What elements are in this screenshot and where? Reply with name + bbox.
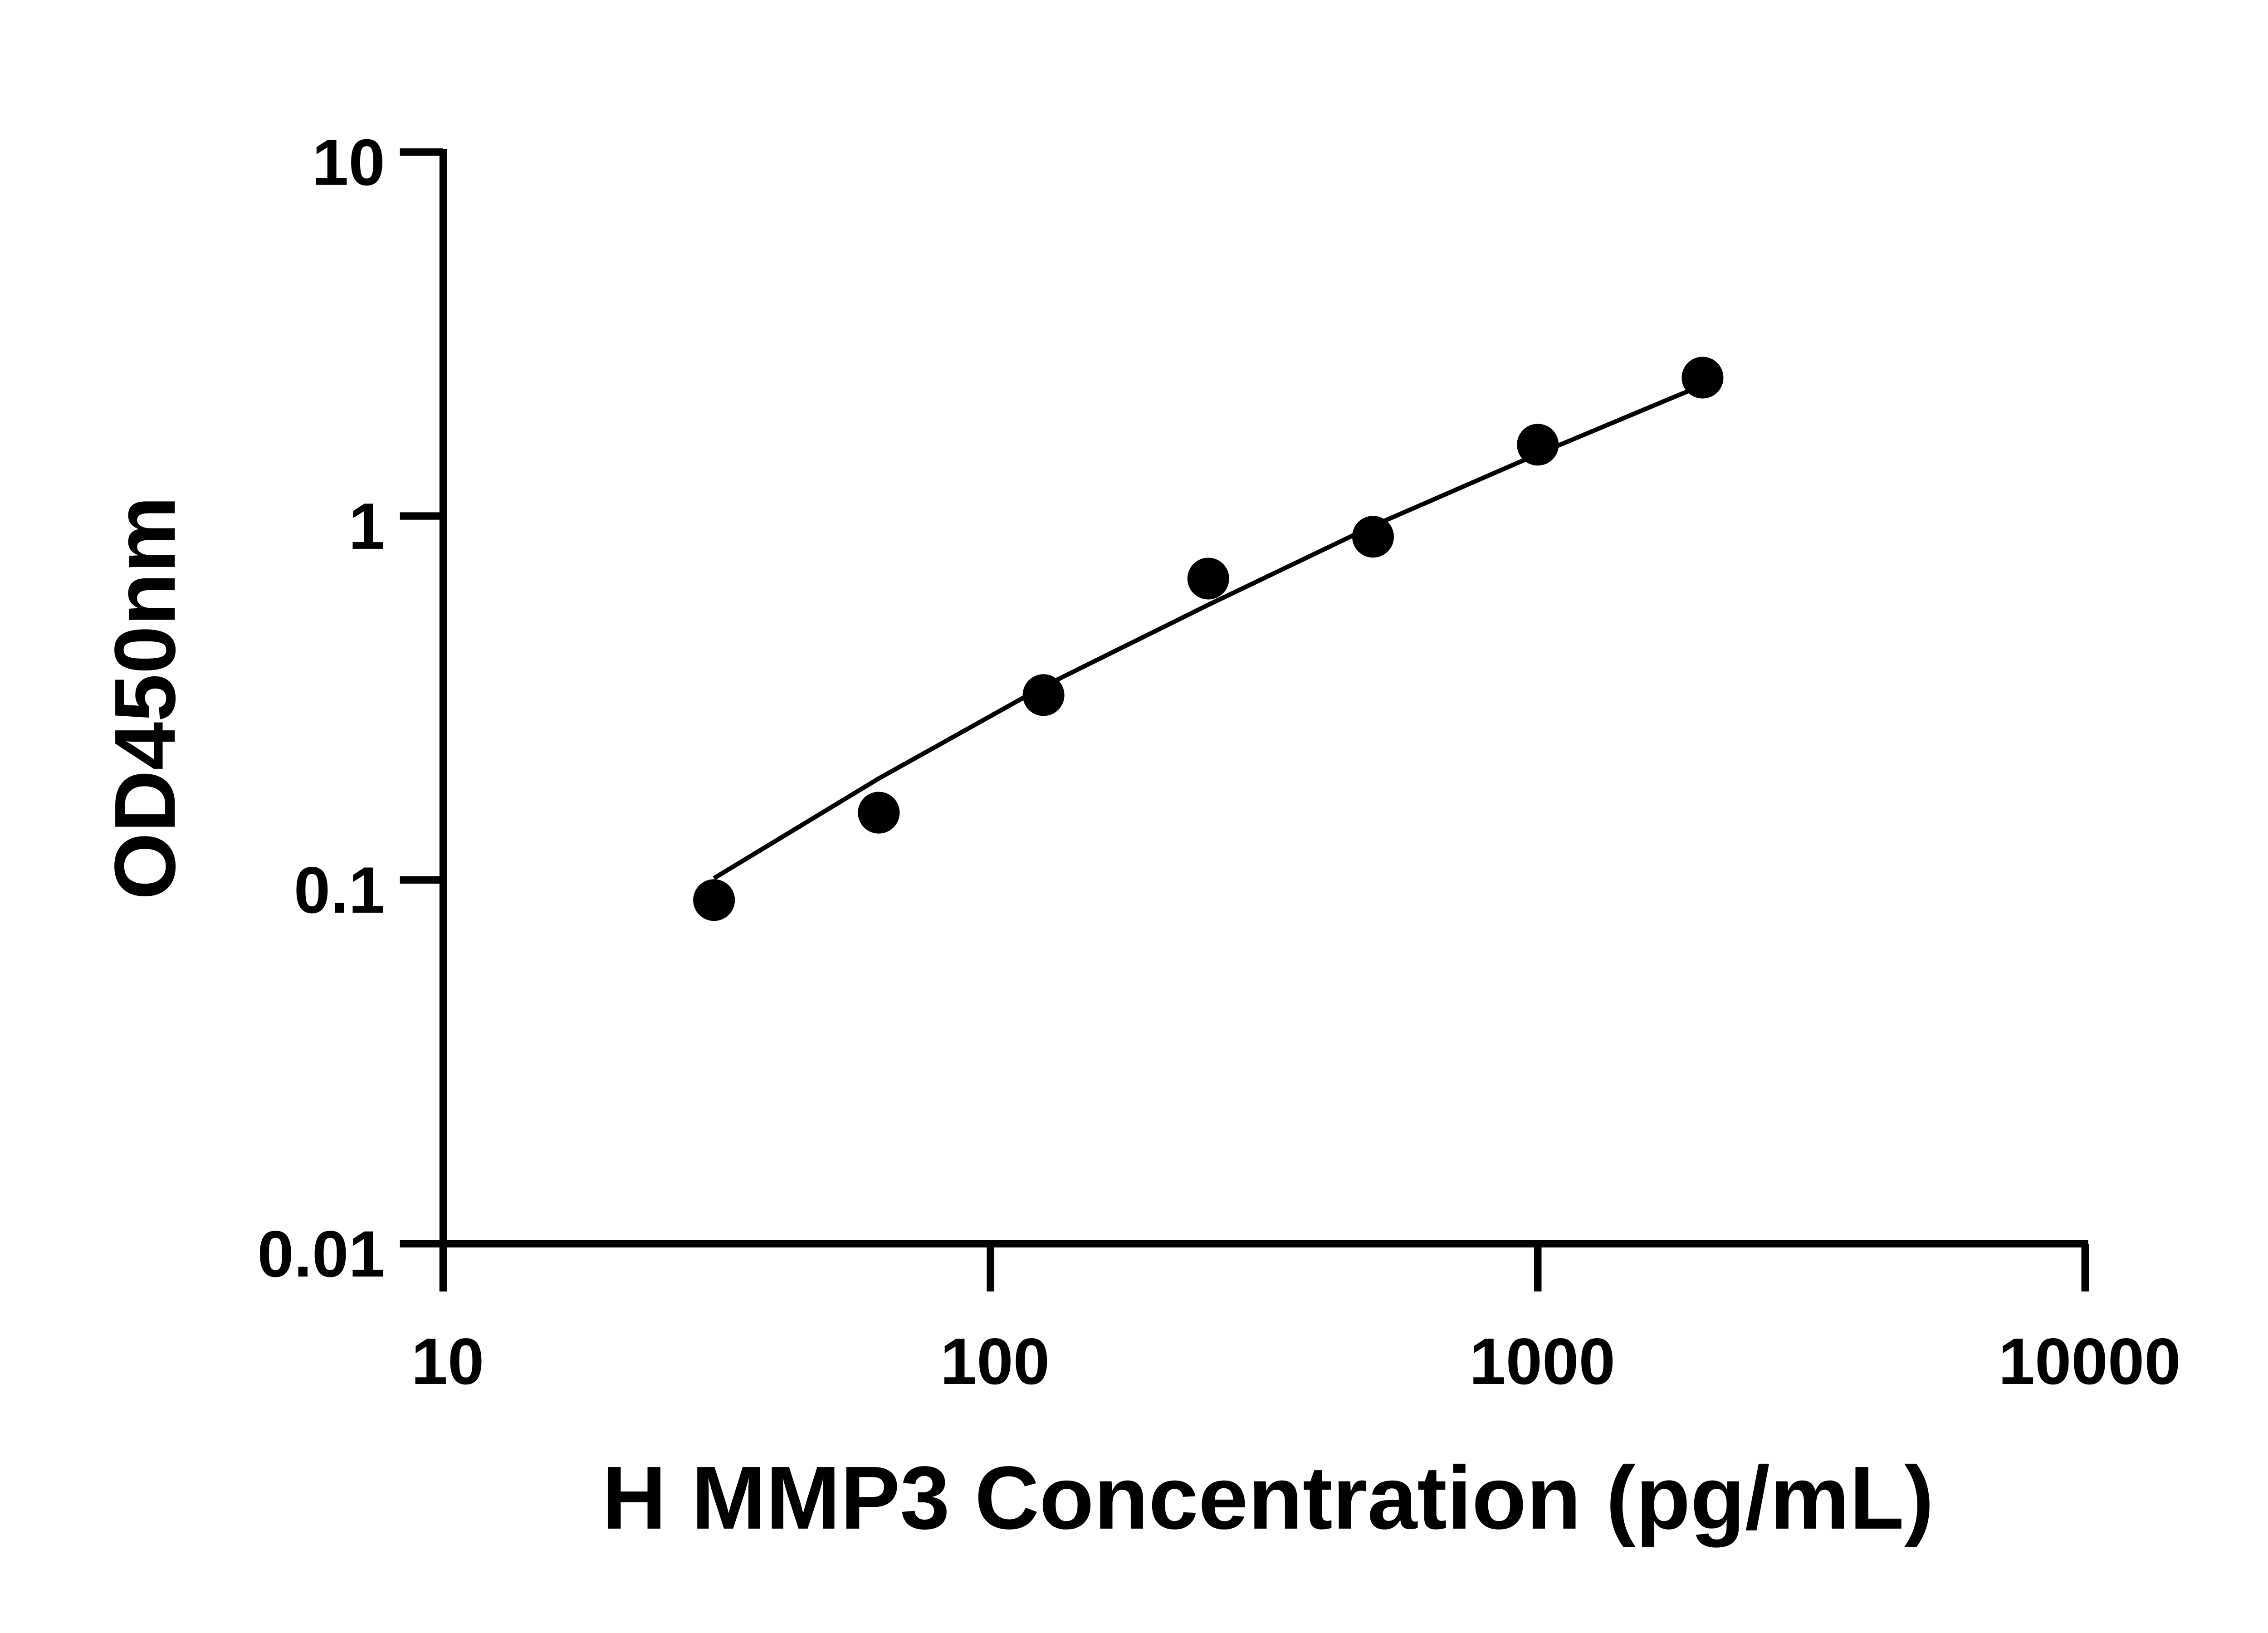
data-point — [1352, 516, 1394, 558]
y-tick-label: 0.01 — [257, 1217, 385, 1291]
y-axis-label: OD450nm — [97, 496, 193, 900]
data-point — [1517, 424, 1559, 466]
data-point — [1022, 674, 1065, 716]
data-point — [858, 792, 900, 834]
y-tick-label: 10 — [312, 126, 385, 199]
x-tick-label: 1000 — [1469, 1325, 1615, 1398]
ticks: 0.01 0.1 1 10 10 100 1000 10000 — [257, 126, 2180, 1398]
axes — [439, 149, 2088, 1292]
data-points — [693, 357, 1724, 921]
x-tick-label: 10000 — [1999, 1325, 2181, 1398]
data-point — [693, 879, 735, 921]
data-point — [1187, 557, 1229, 600]
y-tick-label: 1 — [348, 489, 385, 563]
x-tick-label: 10 — [411, 1325, 484, 1398]
data-point — [1681, 357, 1724, 399]
x-tick-label: 100 — [940, 1325, 1050, 1398]
x-axis-label: H MMP3 Concentration (pg/mL) — [602, 1447, 1934, 1548]
y-tick-label: 0.1 — [294, 853, 385, 927]
